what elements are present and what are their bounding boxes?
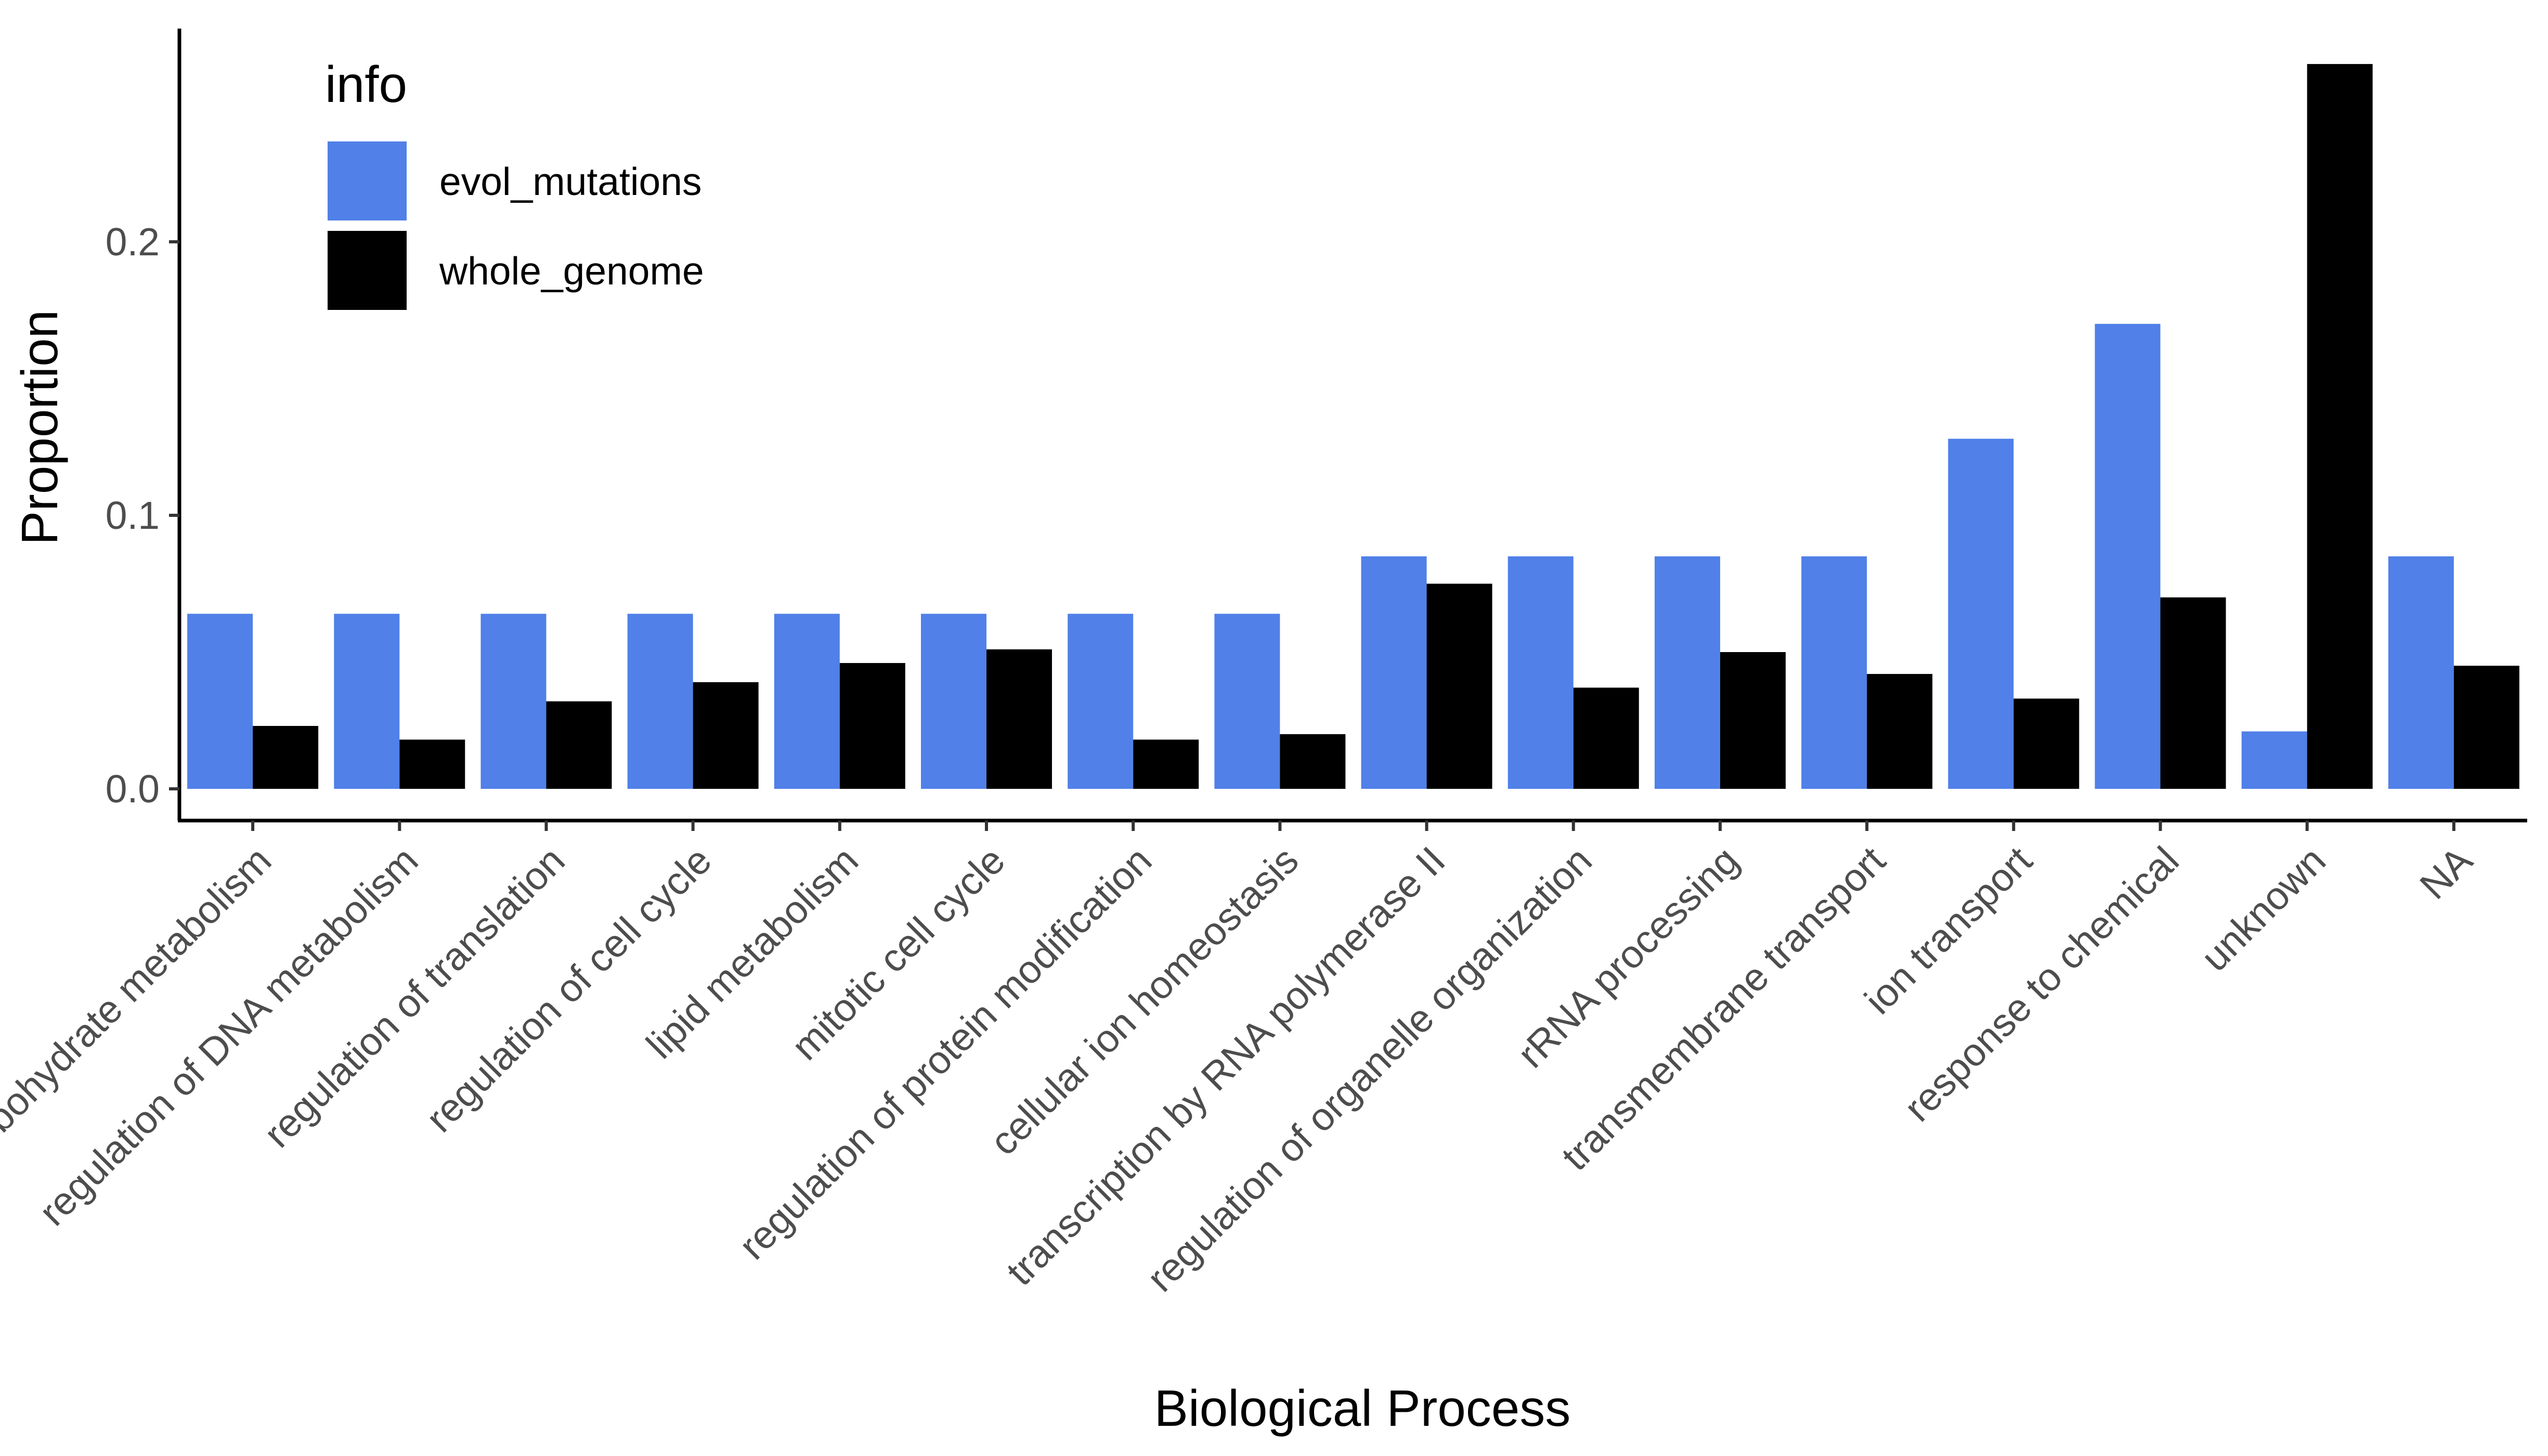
bar-evol-mutations-unknown <box>2241 731 2307 789</box>
bar-evol-mutations-regulation-of-cell-cycle <box>627 614 693 789</box>
bar-whole-genome-mitotic-cell-cycle <box>986 649 1052 789</box>
y-axis-label: Proportion <box>11 310 68 545</box>
bar-evol-mutations-regulation-of-organelle-organization <box>1507 556 1574 789</box>
bar-evol-mutations-regulation-of-dna-metabolism <box>334 614 400 789</box>
bar-evol-mutations-na <box>2388 556 2454 789</box>
legend: info evol_mutations whole_genome <box>325 56 704 310</box>
legend-title: info <box>325 56 407 113</box>
bar-whole-genome-regulation-of-cell-cycle <box>693 682 759 789</box>
bar-evol-mutations-mitotic-cell-cycle <box>921 614 987 789</box>
bar-whole-genome-transmembrane-transport <box>1867 674 1933 789</box>
bar-whole-genome-regulation-of-translation <box>546 701 612 789</box>
bar-whole-genome-carbohydrate-metabolism <box>253 726 319 789</box>
x-axis-label: Biological Process <box>1154 1380 1571 1437</box>
bar-evol-mutations-cellular-ion-homeostasis <box>1214 614 1280 789</box>
bar-whole-genome-cellular-ion-homeostasis <box>1280 734 1346 789</box>
bar-whole-genome-regulation-of-dna-metabolism <box>399 739 465 789</box>
bar-evol-mutations-response-to-chemical <box>2095 323 2161 789</box>
bar-whole-genome-ion-transport <box>2013 698 2079 789</box>
bar-evol-mutations-rrna-processing <box>1654 556 1720 789</box>
legend-label-whole-genome: whole_genome <box>439 249 704 293</box>
bar-evol-mutations-lipid-metabolism <box>774 614 840 789</box>
y-tick-label: 0.1 <box>106 493 160 537</box>
bar-evol-mutations-regulation-of-protein-modification <box>1068 614 1134 789</box>
y-tick-label: 0.2 <box>106 220 160 264</box>
bars-layer <box>187 64 2519 789</box>
bar-whole-genome-regulation-of-organelle-organization <box>1573 687 1639 789</box>
legend-key-whole-genome <box>328 231 407 310</box>
bar-whole-genome-unknown <box>2307 64 2373 789</box>
bar-whole-genome-transcription-by-rna-polymerase-ii <box>1426 583 1492 789</box>
bar-whole-genome-na <box>2453 666 2519 789</box>
legend-key-evol-mutations <box>328 141 407 220</box>
bar-evol-mutations-transmembrane-transport <box>1801 556 1867 789</box>
axes-layer <box>177 29 2527 823</box>
bar-whole-genome-response-to-chemical <box>2160 597 2226 789</box>
bar-whole-genome-regulation-of-protein-modification <box>1133 739 1199 789</box>
bar-whole-genome-lipid-metabolism <box>839 663 905 789</box>
bar-evol-mutations-carbohydrate-metabolism <box>187 614 253 789</box>
bar-evol-mutations-transcription-by-rna-polymerase-ii <box>1361 556 1427 789</box>
bar-evol-mutations-ion-transport <box>1948 438 2014 789</box>
bar-evol-mutations-regulation-of-translation <box>480 614 547 789</box>
y-tick-label: 0.0 <box>106 767 160 811</box>
legend-label-evol-mutations: evol_mutations <box>439 160 701 203</box>
bar-whole-genome-rrna-processing <box>1720 652 1786 789</box>
